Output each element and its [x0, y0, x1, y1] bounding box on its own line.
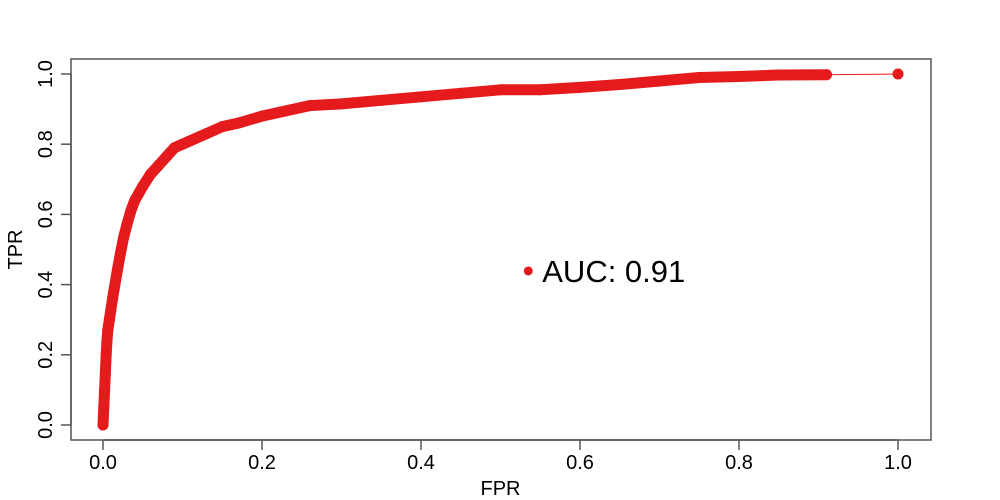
y-tick-label: 1.0 — [35, 60, 57, 88]
y-tick-label: 0.0 — [35, 411, 57, 439]
roc-point — [693, 72, 705, 84]
roc-point — [137, 180, 149, 192]
roc-point — [111, 265, 123, 277]
roc-point — [184, 135, 196, 147]
roc-point — [216, 121, 228, 133]
roc-point — [415, 91, 427, 103]
roc-point — [304, 100, 316, 112]
roc-point — [107, 293, 119, 305]
roc-point — [145, 168, 157, 180]
roc-point — [97, 419, 109, 431]
roc-point — [100, 349, 112, 361]
roc-point — [99, 384, 111, 396]
roc-point — [121, 219, 133, 231]
roc-point — [101, 335, 113, 347]
x-tick-label: 0.4 — [407, 452, 435, 474]
roc-point — [109, 279, 121, 291]
roc-point — [614, 79, 626, 91]
y-axis-title: TPR — [5, 230, 27, 270]
y-tick-label: 0.4 — [35, 271, 57, 299]
x-tick-label: 0.0 — [89, 452, 117, 474]
roc-point — [161, 150, 173, 162]
x-tick-label: 0.2 — [248, 452, 276, 474]
roc-point-band — [97, 69, 832, 431]
roc-point — [105, 303, 117, 315]
roc-point — [733, 70, 745, 82]
roc-point — [256, 110, 268, 122]
roc-point — [280, 105, 292, 117]
roc-point — [102, 324, 114, 336]
roc-point — [534, 84, 546, 96]
y-tick-label: 0.2 — [35, 341, 57, 369]
y-tick-label: 0.6 — [35, 200, 57, 228]
roc-point — [820, 69, 832, 81]
y-axis: 0.0 0.2 0.4 0.6 0.8 1.0 — [35, 60, 72, 439]
plot-area-frame — [70, 58, 932, 441]
roc-point — [232, 117, 244, 129]
roc-series — [97, 68, 904, 431]
roc-point — [103, 314, 115, 326]
roc-point — [98, 401, 110, 413]
roc-point — [892, 68, 904, 80]
roc-point — [773, 69, 785, 81]
roc-point — [375, 94, 387, 106]
x-axis: 0.0 0.2 0.4 0.6 0.8 1.0 — [89, 439, 912, 474]
roc-point — [153, 159, 165, 171]
roc-point — [574, 81, 586, 93]
x-axis-title: FPR — [481, 478, 521, 500]
roc-point — [495, 84, 506, 96]
roc-point — [336, 98, 347, 110]
x-tick-label: 0.6 — [566, 452, 594, 474]
auc-legend-marker — [523, 266, 533, 276]
roc-point — [125, 205, 137, 217]
x-tick-label: 0.8 — [725, 452, 753, 474]
y-tick-label: 0.8 — [35, 130, 57, 158]
roc-point — [99, 366, 111, 378]
x-tick-label: 1.0 — [884, 452, 912, 474]
auc-label: AUC: 0.91 — [542, 254, 685, 289]
roc-point — [455, 87, 467, 99]
roc-point — [114, 247, 126, 259]
roc-point — [200, 128, 212, 140]
roc-point — [118, 231, 130, 243]
auc-annotation: AUC: 0.91 — [523, 254, 685, 289]
roc-point — [654, 75, 665, 87]
